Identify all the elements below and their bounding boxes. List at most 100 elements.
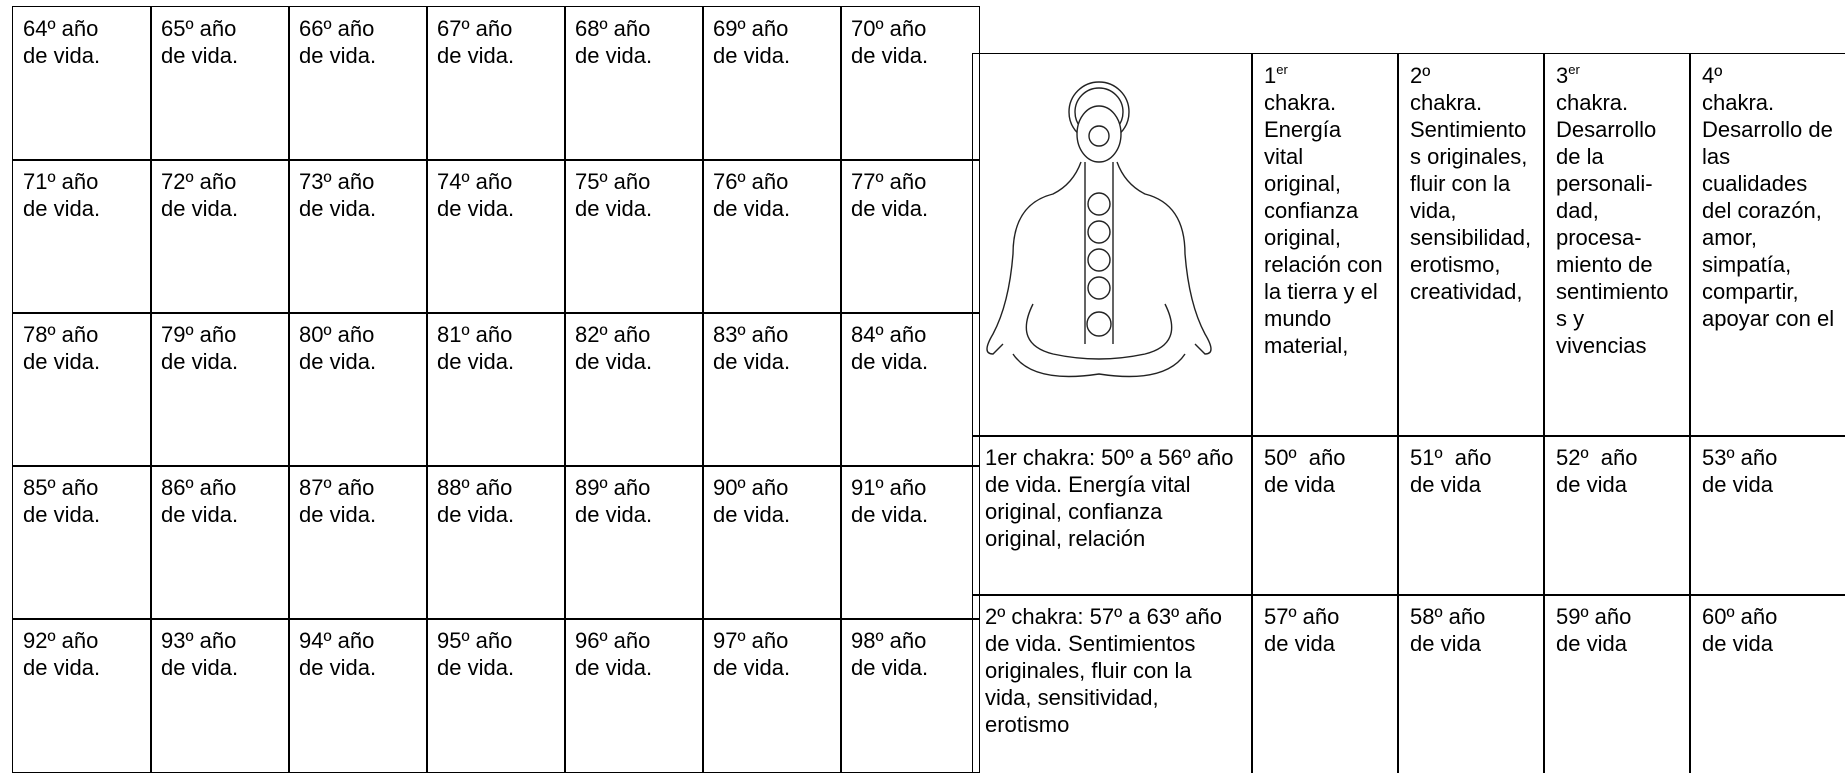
cell-text: 94º año de vida. — [299, 628, 377, 680]
table-cell: 87º año de vida. — [288, 465, 428, 620]
superscript: er — [1568, 62, 1580, 77]
chakra-number: 1 — [1264, 63, 1277, 88]
cell-text: 58º año de vida — [1410, 604, 1492, 656]
cell-text: 52º año de vida — [1556, 445, 1644, 497]
cell-text: 74º año de vida. — [437, 169, 515, 221]
table-cell: 69º año de vida. — [702, 6, 842, 161]
cell-text: 85º año de vida. — [23, 475, 101, 527]
chakra-description: chakra. Sentimientos originales, fluir c… — [1410, 90, 1538, 304]
table-cell: 84º año de vida. — [840, 312, 980, 467]
table-cell: 82º año de vida. — [564, 312, 704, 467]
cell-text: 66º año de vida. — [299, 16, 377, 68]
table-cell: 66º año de vida. — [288, 6, 428, 161]
cell-text: 87º año de vida. — [299, 475, 377, 527]
cell-text: 83º año de vida. — [713, 322, 791, 374]
row-label: 1er chakra: 50º a 56º año de vida. Energ… — [985, 445, 1234, 551]
cell-text: 88º año de vida. — [437, 475, 515, 527]
table-cell: 80º año de vida. — [288, 312, 428, 467]
chakra-description: chakra. Desarrollo de la personali-dad, … — [1556, 90, 1669, 358]
table-cell: 64º año de vida. — [12, 6, 152, 161]
table-cell: 83º año de vida. — [702, 312, 842, 467]
table-cell: 77º año de vida. — [840, 159, 980, 314]
chakra-description: chakra. Energía vital original, confianz… — [1264, 90, 1389, 358]
cell-text: 68º año de vida. — [575, 16, 653, 68]
cell-text: 92º año de vida. — [23, 628, 101, 680]
table-cell: 72º año de vida. — [150, 159, 290, 314]
chakra-number: 2º — [1410, 63, 1431, 88]
cell-text: 96º año de vida. — [575, 628, 653, 680]
row-label-cell: 1er chakra: 50º a 56º año de vida. Energ… — [972, 435, 1253, 596]
table-cell: 53º año de vida — [1689, 435, 1845, 596]
table-cell: 98º año de vida. — [840, 618, 980, 773]
cell-text: 70º año de vida. — [851, 16, 929, 68]
row-label: 2º chakra: 57º a 63º año de vida. Sentim… — [985, 604, 1222, 737]
superscript: er — [1276, 62, 1288, 77]
cell-text: 91º año de vida. — [851, 475, 929, 527]
table-cell: 92º año de vida. — [12, 618, 152, 773]
table-cell: 51º año de vida — [1397, 435, 1545, 596]
cell-text: 50º año de vida — [1264, 445, 1352, 497]
cell-text: 93º año de vida. — [161, 628, 239, 680]
cell-text: 57º año de vida — [1264, 604, 1346, 656]
table-cell: 65º año de vida. — [150, 6, 290, 161]
table-cell: 88º año de vida. — [426, 465, 566, 620]
image-cell — [972, 53, 1253, 437]
table-cell: 96º año de vida. — [564, 618, 704, 773]
cell-text: 98º año de vida. — [851, 628, 929, 680]
cell-text: 86º año de vida. — [161, 475, 239, 527]
cell-text: 76º año de vida. — [713, 169, 791, 221]
table-cell: 78º año de vida. — [12, 312, 152, 467]
table-cell: 59º año de vida — [1543, 594, 1691, 773]
table-cell: 95º año de vida. — [426, 618, 566, 773]
table-cell: 81º año de vida. — [426, 312, 566, 467]
table-cell: 71º año de vida. — [12, 159, 152, 314]
cell-text: 84º año de vida. — [851, 322, 929, 374]
chakra-number: 3 — [1556, 63, 1569, 88]
cell-text: 64º año de vida. — [23, 16, 101, 68]
table-cell: 86º año de vida. — [150, 465, 290, 620]
table-cell: 90º año de vida. — [702, 465, 842, 620]
header-cell: 4º chakra. Desarrollo de las cualidades d… — [1689, 53, 1845, 437]
table-cell: 76º año de vida. — [702, 159, 842, 314]
table-cell: 70º año de vida. — [840, 6, 980, 161]
table-cell: 74º año de vida. — [426, 159, 566, 314]
chakra-figure — [986, 81, 1212, 378]
header-cell: 3er chakra. Desarrollo de la personali-da… — [1543, 53, 1691, 437]
table-cell: 57º año de vida — [1251, 594, 1399, 773]
cell-text: 51º año de vida — [1410, 445, 1498, 497]
table-cell: 50º año de vida — [1251, 435, 1399, 596]
cell-text: 81º año de vida. — [437, 322, 515, 374]
cell-text: 67º año de vida. — [437, 16, 515, 68]
cell-text: 53º año de vida — [1702, 445, 1784, 497]
cell-text: 95º año de vida. — [437, 628, 515, 680]
chakra-number: 4º — [1702, 63, 1723, 88]
table-cell: 79º año de vida. — [150, 312, 290, 467]
table-cell: 68º año de vida. — [564, 6, 704, 161]
chakra-description: chakra. Desarrollo de las cualidades del… — [1702, 90, 1839, 331]
table-cell: 85º año de vida. — [12, 465, 152, 620]
header-cell: 2º chakra. Sentimientos originales, fluir… — [1397, 53, 1545, 437]
cell-text: 77º año de vida. — [851, 169, 929, 221]
cell-text: 69º año de vida. — [713, 16, 791, 68]
cell-text: 78º año de vida. — [23, 322, 101, 374]
cell-text: 79º año de vida. — [161, 322, 239, 374]
cell-text: 71º año de vida. — [23, 169, 101, 221]
table-cell: 97º año de vida. — [702, 618, 842, 773]
table-cell: 94º año de vida. — [288, 618, 428, 773]
row-label-cell: 2º chakra: 57º a 63º año de vida. Sentim… — [972, 594, 1253, 773]
table-cell: 60º año de vida — [1689, 594, 1845, 773]
cell-text: 89º año de vida. — [575, 475, 653, 527]
cell-text: 82º año de vida. — [575, 322, 653, 374]
cell-text: 97º año de vida. — [713, 628, 791, 680]
table-cell: 89º año de vida. — [564, 465, 704, 620]
cell-text: 90º año de vida. — [713, 475, 791, 527]
table-cell: 75º año de vida. — [564, 159, 704, 314]
cell-text: 80º año de vida. — [299, 322, 377, 374]
table-cell: 52º año de vida — [1543, 435, 1691, 596]
cell-text: 59º año de vida — [1556, 604, 1638, 656]
table-cell: 73º año de vida. — [288, 159, 428, 314]
cell-text: 72º año de vida. — [161, 169, 239, 221]
header-cell: 1er chakra. Energía vital original, confi… — [1251, 53, 1399, 437]
table-cell: 93º año de vida. — [150, 618, 290, 773]
